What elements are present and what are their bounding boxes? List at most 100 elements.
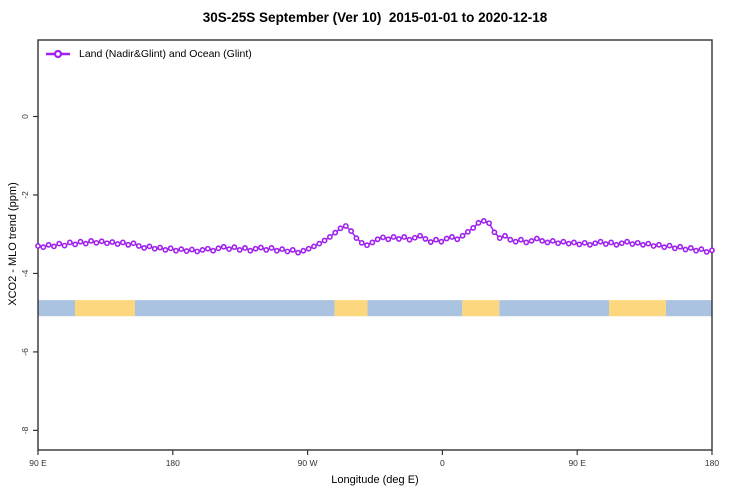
series-marker bbox=[61, 242, 68, 249]
ocean-band-segment bbox=[134, 300, 335, 317]
series-marker bbox=[162, 247, 169, 253]
series-marker bbox=[549, 237, 556, 244]
series-marker bbox=[311, 243, 317, 250]
series-marker bbox=[528, 237, 535, 244]
land-band-segment bbox=[609, 300, 667, 317]
series-marker bbox=[114, 241, 121, 247]
series-marker bbox=[305, 245, 312, 252]
series-marker bbox=[194, 248, 201, 255]
land-band-segment bbox=[462, 300, 500, 317]
series-marker bbox=[406, 236, 413, 243]
series-marker bbox=[464, 228, 471, 235]
series-marker bbox=[703, 248, 710, 255]
series-marker bbox=[93, 239, 100, 246]
series-marker bbox=[427, 239, 434, 245]
series-marker bbox=[66, 239, 73, 246]
series-marker bbox=[671, 245, 678, 252]
x-tick-label: 180 bbox=[705, 458, 719, 468]
series-marker bbox=[279, 246, 286, 253]
series-marker bbox=[560, 238, 567, 245]
series-marker bbox=[480, 217, 487, 224]
series-marker bbox=[449, 234, 455, 240]
series-marker bbox=[592, 240, 599, 247]
series-marker bbox=[629, 241, 636, 247]
series-marker bbox=[289, 247, 296, 253]
series-marker bbox=[491, 229, 498, 236]
series-marker bbox=[613, 241, 620, 248]
series-marker bbox=[518, 236, 524, 243]
series-marker bbox=[512, 238, 519, 245]
series-marker bbox=[380, 234, 386, 241]
series-marker bbox=[411, 234, 418, 241]
y-tick-label: -6 bbox=[20, 348, 30, 356]
series-marker bbox=[125, 241, 132, 248]
series-marker bbox=[475, 219, 482, 226]
series-marker bbox=[581, 239, 588, 246]
ocean-band-segment bbox=[38, 300, 75, 317]
series-marker bbox=[523, 239, 530, 246]
series-marker bbox=[533, 235, 540, 242]
series-marker bbox=[247, 247, 254, 254]
y-tick-label: 0 bbox=[20, 114, 30, 119]
land-band-segment bbox=[74, 300, 135, 317]
series-marker bbox=[539, 237, 546, 244]
series-marker bbox=[369, 239, 376, 246]
series-marker bbox=[167, 245, 174, 252]
series-marker bbox=[597, 238, 604, 245]
series-marker bbox=[687, 245, 694, 251]
x-tick-label: 180 bbox=[166, 458, 180, 468]
series-marker bbox=[666, 242, 673, 249]
series-marker bbox=[555, 240, 561, 247]
series-marker bbox=[151, 245, 158, 252]
series-marker bbox=[507, 236, 514, 243]
series-marker bbox=[35, 243, 41, 249]
series-marker bbox=[422, 236, 429, 242]
series-marker bbox=[263, 247, 270, 253]
legend: Land (Nadir&Glint) and Ocean (Glint) bbox=[45, 48, 252, 60]
series-marker bbox=[656, 241, 662, 248]
series-marker bbox=[364, 242, 370, 249]
series-marker bbox=[284, 248, 291, 255]
series-marker bbox=[385, 236, 392, 243]
series-marker bbox=[602, 241, 609, 247]
ocean-band-segment bbox=[499, 300, 610, 317]
legend-key-icon bbox=[46, 49, 70, 59]
series-marker bbox=[204, 245, 211, 252]
series-marker bbox=[634, 239, 641, 246]
series-marker bbox=[682, 246, 689, 253]
series-marker bbox=[565, 240, 572, 247]
ocean-band-segment bbox=[666, 300, 712, 317]
series-marker bbox=[40, 244, 47, 251]
series-marker bbox=[321, 237, 328, 244]
series-marker bbox=[242, 245, 248, 251]
series-marker bbox=[650, 243, 657, 249]
series-marker bbox=[337, 225, 344, 232]
series-marker bbox=[618, 240, 625, 247]
series-marker bbox=[443, 235, 450, 242]
series-marker bbox=[374, 236, 381, 243]
series-marker bbox=[45, 241, 52, 248]
series-marker bbox=[353, 235, 360, 242]
series-marker bbox=[624, 238, 630, 245]
series-marker bbox=[438, 238, 445, 245]
series-marker bbox=[661, 244, 668, 251]
series-marker bbox=[88, 237, 94, 244]
series-marker bbox=[544, 239, 551, 246]
series-marker bbox=[698, 246, 705, 253]
series-marker bbox=[257, 244, 264, 251]
series-marker bbox=[433, 236, 439, 243]
series-marker bbox=[109, 239, 116, 245]
series-marker bbox=[51, 243, 57, 250]
y-tick-label: -2 bbox=[20, 191, 30, 199]
series-marker bbox=[342, 223, 349, 229]
series-marker bbox=[104, 240, 110, 247]
legend-label: Land (Nadir&Glint) and Ocean (Glint) bbox=[79, 48, 252, 60]
series-marker bbox=[178, 246, 185, 253]
series-marker bbox=[98, 238, 105, 245]
x-tick-label: 90 E bbox=[29, 458, 47, 468]
series-marker bbox=[236, 247, 243, 253]
series-marker bbox=[395, 236, 402, 242]
series-marker bbox=[273, 247, 280, 254]
chart-title: 30S-25S September (Ver 10) 2015-01-01 to… bbox=[202, 10, 548, 25]
series-marker bbox=[502, 232, 508, 239]
